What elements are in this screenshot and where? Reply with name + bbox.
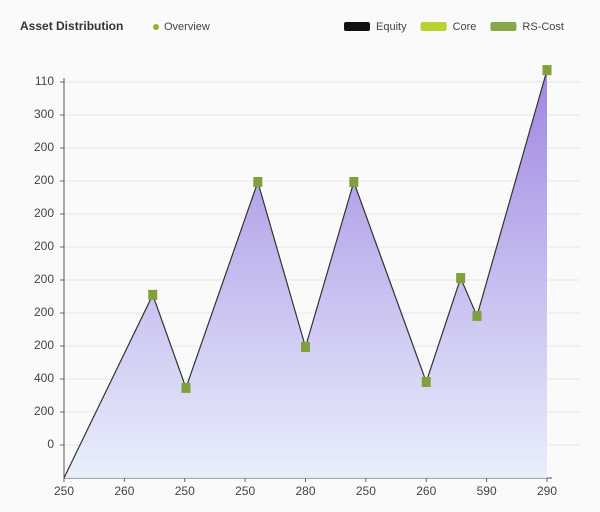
x-tick-label: 250 xyxy=(54,484,74,498)
y-tick-label: 200 xyxy=(34,305,54,319)
x-tick-label: 250 xyxy=(235,484,255,498)
y-tick-label: 300 xyxy=(34,107,54,121)
marker xyxy=(472,310,482,321)
marker xyxy=(301,341,310,352)
line xyxy=(63,69,548,479)
x-tick-label: 250 xyxy=(356,484,376,498)
y-tick-label: 200 xyxy=(34,239,54,253)
chart-subtitle: Overview xyxy=(164,21,210,33)
marker xyxy=(253,176,263,187)
legend-label: Equity xyxy=(376,21,407,33)
marker xyxy=(421,376,431,387)
x-tick-label: 250 xyxy=(175,484,195,498)
marker xyxy=(542,65,552,76)
y-tick-label: 200 xyxy=(34,338,54,352)
y-tick-label: 0 xyxy=(47,437,54,451)
subtitle-dot xyxy=(153,24,159,30)
y-tick-label: 200 xyxy=(34,140,54,154)
legend-swatch xyxy=(344,22,370,31)
y-tick-label: 400 xyxy=(34,371,54,385)
marker xyxy=(349,176,359,187)
marker xyxy=(148,289,158,300)
x-tick-label: 280 xyxy=(295,484,315,498)
y-tick-label: 200 xyxy=(34,272,54,286)
chart-title: Asset Distribution xyxy=(20,19,123,33)
x-tick-label: 590 xyxy=(477,484,497,498)
marker xyxy=(181,382,191,393)
y-tick-label: 200 xyxy=(34,404,54,418)
legend-label: RS-Cost xyxy=(522,21,564,33)
marker xyxy=(456,273,466,284)
y-tick-label: 200 xyxy=(34,173,54,187)
x-tick-label: 290 xyxy=(537,484,557,498)
y-tick-label: 110 xyxy=(35,74,54,88)
legend-swatch xyxy=(420,22,447,31)
y-tick-label: 200 xyxy=(34,206,54,220)
legend-swatch xyxy=(490,22,517,31)
x-tick-label: 260 xyxy=(416,484,436,498)
legend-label: Core xyxy=(453,21,477,33)
x-tick-label: 260 xyxy=(114,484,134,498)
area xyxy=(64,70,547,479)
